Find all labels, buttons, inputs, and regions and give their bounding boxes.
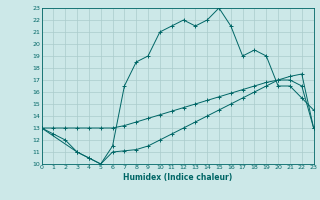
X-axis label: Humidex (Indice chaleur): Humidex (Indice chaleur): [123, 173, 232, 182]
